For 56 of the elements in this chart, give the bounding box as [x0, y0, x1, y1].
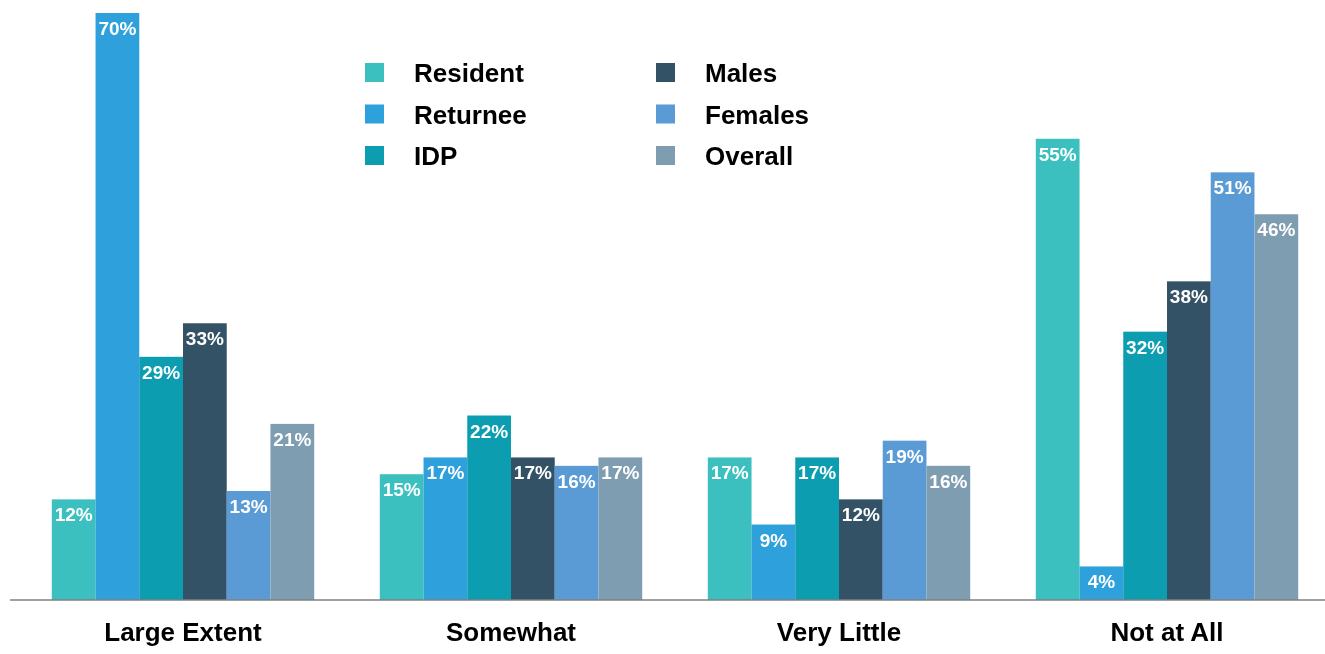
bar: [226, 490, 271, 600]
x-tick-label: Somewhat: [445, 617, 577, 647]
bar: [598, 457, 643, 600]
data-label: 16%: [929, 470, 968, 492]
data-label: 15%: [382, 479, 421, 501]
bar: [554, 465, 599, 600]
bar: [270, 423, 315, 600]
bar: [1123, 331, 1167, 600]
bar: [1210, 172, 1255, 600]
data-label: 17%: [798, 462, 837, 484]
bar: [1254, 214, 1299, 600]
data-label: 16%: [557, 470, 596, 492]
x-tick-label: Not at All: [1110, 617, 1224, 647]
data-label: 13%: [229, 495, 268, 517]
data-label: 29%: [142, 361, 181, 383]
data-label: 22%: [470, 420, 509, 442]
legend-label: Overall: [705, 141, 794, 171]
data-label: 55%: [1038, 143, 1077, 165]
data-label: 32%: [1126, 336, 1165, 358]
data-label: 9%: [759, 529, 788, 551]
legend-label: Returnee: [414, 99, 527, 130]
bar: [51, 499, 96, 600]
data-label: 33%: [185, 328, 224, 350]
legend-label: Females: [705, 99, 810, 130]
data-label: 12%: [841, 504, 880, 526]
bar: [379, 474, 424, 600]
bar: [882, 440, 927, 600]
data-label: 38%: [1169, 286, 1208, 308]
x-tick-label: Very Little: [776, 617, 902, 647]
data-label: 21%: [273, 428, 312, 450]
data-label: 17%: [513, 462, 552, 484]
data-label: 46%: [1257, 219, 1296, 241]
bar: [707, 457, 752, 600]
bar: [511, 457, 555, 600]
bar: [423, 457, 468, 600]
legend-label: Males: [705, 58, 778, 88]
bar: [95, 13, 140, 600]
bar: [1167, 281, 1211, 600]
data-label: 17%: [710, 462, 749, 484]
bar: [1035, 138, 1080, 600]
bar: [467, 415, 511, 600]
data-label: 17%: [601, 462, 640, 484]
data-label: 17%: [426, 462, 465, 484]
legend-label: Resident: [414, 58, 525, 88]
x-tick-label: Large Extent: [104, 617, 263, 647]
legend-label: IDP: [414, 141, 458, 171]
data-label: 4%: [1087, 571, 1116, 593]
data-label: 70%: [98, 18, 137, 39]
data-label: 12%: [54, 504, 93, 526]
bar: [795, 457, 839, 600]
data-label: 51%: [1213, 177, 1252, 199]
bar: [839, 499, 883, 600]
data-label: 19%: [885, 445, 924, 467]
bar: [183, 323, 227, 600]
bar: [139, 356, 183, 600]
bar: [926, 465, 971, 600]
